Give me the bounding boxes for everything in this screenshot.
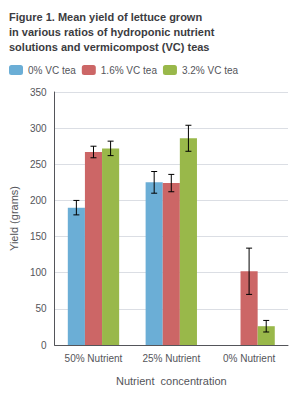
svg-text:Yield (grams): Yield (grams) xyxy=(8,186,20,251)
svg-text:0% Nutrient: 0% Nutrient xyxy=(223,353,275,364)
svg-text:1.6% VC tea: 1.6% VC tea xyxy=(101,65,158,76)
svg-text:150: 150 xyxy=(30,231,47,242)
svg-text:0: 0 xyxy=(41,340,47,351)
svg-text:250: 250 xyxy=(30,159,47,170)
svg-text:solutions and vermicompost (VC: solutions and vermicompost (VC) teas xyxy=(9,41,209,53)
svg-text:Figure 1. Mean yield of lettuc: Figure 1. Mean yield of lettuce grown xyxy=(9,11,202,23)
svg-text:25% Nutrient: 25% Nutrient xyxy=(142,353,200,364)
svg-text:Nutrient concentration: Nutrient concentration xyxy=(116,375,227,387)
svg-text:100: 100 xyxy=(30,267,47,278)
svg-text:300: 300 xyxy=(30,123,47,134)
svg-text:50% Nutrient: 50% Nutrient xyxy=(65,353,123,364)
svg-text:in various ratios of hydroponi: in various ratios of hydroponic nutrient xyxy=(9,26,215,38)
svg-text:0% VC tea: 0% VC tea xyxy=(28,65,76,76)
svg-text:50: 50 xyxy=(35,303,47,314)
svg-text:3.2% VC tea: 3.2% VC tea xyxy=(182,65,239,76)
svg-text:350: 350 xyxy=(30,87,47,98)
svg-text:200: 200 xyxy=(30,195,47,206)
